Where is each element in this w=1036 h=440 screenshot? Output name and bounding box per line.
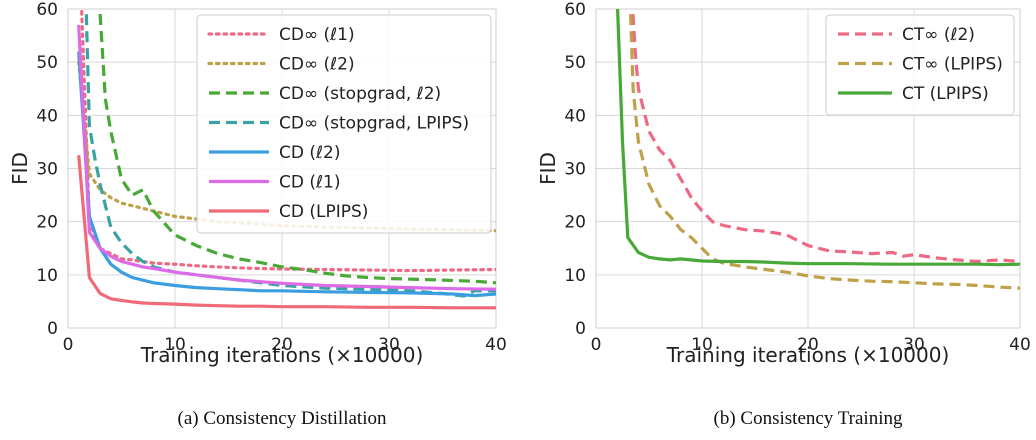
x-axis-label: Training iterations (×10000)	[140, 343, 424, 367]
y-tick-label: 10	[36, 266, 58, 286]
x-tick-label: 10	[691, 335, 713, 355]
series-line	[628, 9, 1020, 290]
x-tick-label: 0	[63, 335, 74, 355]
series-line	[77, 24, 496, 291]
legend: CT∞ (ℓ2) CT∞ (LPIPS) CT (LPIPS)	[825, 14, 1015, 116]
legend-label: CD (ℓ2)	[279, 143, 340, 163]
chart-panel-cd: 0 10 20 30 40 50 60 0 10 20 30 40 Training iteration…	[8, 0, 507, 429]
y-axis-label: FID	[8, 152, 32, 185]
series-line	[98, 9, 496, 285]
y-tick-label: 10	[564, 266, 586, 286]
y-tick-label: 20	[36, 213, 58, 233]
x-axis-label: Training iterations (×10000)	[666, 343, 950, 367]
legend-box	[196, 14, 492, 234]
x-tick-label: 20	[271, 335, 293, 355]
plot-frame	[67, 8, 497, 329]
series-line	[77, 155, 496, 310]
legend-label: CT (LPIPS)	[902, 84, 989, 104]
y-tick-label: 0	[47, 319, 58, 339]
y-tick-label: 50	[564, 53, 586, 73]
y-tick-label: 0	[575, 319, 586, 339]
y-tick-label: 30	[36, 160, 58, 180]
y-tick-label: 40	[36, 106, 58, 126]
legend-label: CD∞ (ℓ2)	[279, 55, 355, 75]
x-tick-label: 20	[797, 335, 819, 355]
x-tick-label: 40	[1009, 335, 1031, 355]
chart-panel-ct: 0 10 20 30 40 50 60 0 10 20 30 40 Training iteration…	[536, 0, 1031, 429]
y-tick-label: 30	[564, 160, 586, 180]
y-tick-label: 60	[36, 0, 58, 20]
series-lines	[77, 9, 496, 310]
legend-label: CD (LPIPS)	[279, 202, 368, 222]
figure-caption: (a) Consistency Distillation	[178, 408, 387, 429]
series-line	[615, 9, 1020, 267]
legend-label: CD (ℓ1)	[279, 173, 340, 193]
series-line	[77, 51, 496, 298]
legend: CD∞ (ℓ1) CD∞ (ℓ2) CD∞ (stopgrad, ℓ2) CD∞ (s…	[196, 14, 492, 234]
figure-caption: (b) Consistency Training	[714, 408, 903, 429]
plot-frame	[595, 8, 1021, 329]
x-tick-label: 10	[164, 335, 186, 355]
x-tick-label: 40	[485, 335, 507, 355]
legend-label: CD∞ (stopgrad, ℓ2)	[279, 84, 441, 104]
x-tick-label: 30	[378, 335, 400, 355]
y-tick-label: 40	[564, 106, 586, 126]
series-line	[631, 9, 1020, 264]
y-tick-label: 50	[36, 53, 58, 73]
series-line	[80, 9, 496, 273]
y-tick-label: 20	[564, 213, 586, 233]
legend-label: CD∞ (stopgrad, LPIPS)	[279, 114, 469, 134]
y-axis-label: FID	[536, 152, 560, 185]
legend-label: CT∞ (ℓ2)	[902, 25, 975, 45]
legend-label: CD∞ (ℓ1)	[279, 25, 355, 45]
legend-box	[825, 14, 1015, 116]
legend-label: CT∞ (LPIPS)	[902, 55, 1003, 75]
series-lines	[615, 9, 1020, 290]
x-tick-label: 0	[591, 335, 602, 355]
x-tick-label: 30	[903, 335, 925, 355]
y-tick-label: 60	[564, 0, 586, 20]
